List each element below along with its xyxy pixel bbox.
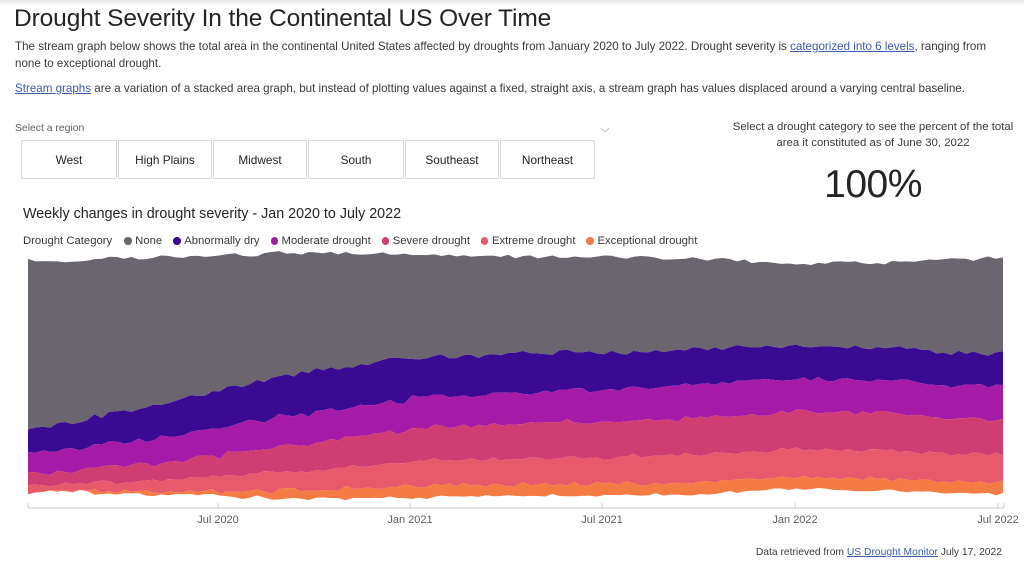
legend-label-none: None xyxy=(135,235,163,247)
stream-band-severe-drought[interactable] xyxy=(28,409,1003,487)
intro-paragraph-1-text-after: , ranging from none to exceptional droug… xyxy=(15,40,986,70)
region-button-west-label: West xyxy=(55,152,83,167)
stream-band-moderate-drought[interactable] xyxy=(28,377,1003,475)
stream-graph[interactable]: Jul 2020 Jan 2021 Jul 2021 Jan 2022 Jul 2022 xyxy=(0,250,1024,525)
categorized-into-6-levels-link[interactable]: categorized into 6 levels xyxy=(790,40,915,53)
region-button-high-plains-label: High Plains xyxy=(135,152,195,167)
legend-swatch-moderate-drought xyxy=(270,237,279,245)
legend-swatch-exceptional-drought xyxy=(586,237,594,245)
legend-swatch-abnormally-dry xyxy=(173,237,181,245)
region-button-southeast[interactable]: Southeast xyxy=(405,140,499,179)
x-axis-tick-label: Jul 2021 xyxy=(581,514,623,525)
region-button-southeast-label: Southeast xyxy=(425,152,479,167)
legend-item-moderate-drought[interactable]: Moderate drought xyxy=(270,235,371,247)
x-axis-tick-label: Jan 2022 xyxy=(772,514,817,525)
legend-item-exceptional-drought[interactable]: Exceptional drought xyxy=(586,235,697,247)
page-title: Drought Severity In the Continental US O… xyxy=(14,5,552,32)
region-button-west[interactable]: West xyxy=(21,140,117,179)
legend-label-abnormally-dry: Abnormally dry xyxy=(184,235,260,247)
legend-item-none[interactable]: None xyxy=(124,235,162,247)
x-axis-tick-label: Jan 2021 xyxy=(387,514,432,525)
region-button-south-label: South xyxy=(340,152,372,167)
intro-paragraph-1: The stream graph below shows the total a… xyxy=(15,39,1011,72)
us-drought-monitor-link[interactable]: US Drought Monitor xyxy=(846,547,938,558)
region-button-south[interactable]: South xyxy=(308,140,404,179)
chart-title: Weekly changes in drought severity - Jan… xyxy=(23,206,402,222)
region-button-northeast-label: Northeast xyxy=(521,152,574,167)
region-button-midwest-label: Midwest xyxy=(238,152,282,167)
chart-legend: Drought Category None Abnormally dry Mod… xyxy=(23,235,708,247)
stream-band-none[interactable] xyxy=(28,251,1003,430)
intro-paragraph-1-text-before: The stream graph below shows the total a… xyxy=(15,40,791,53)
legend-title: Drought Category xyxy=(23,235,113,247)
region-button-midwest[interactable]: Midwest xyxy=(213,140,307,179)
x-axis-tick-label: Jul 2020 xyxy=(197,514,239,525)
legend-swatch-extreme-drought xyxy=(480,237,489,245)
legend-swatch-none xyxy=(124,237,132,245)
legend-label-moderate-drought: Moderate drought xyxy=(281,235,371,247)
region-button-northeast[interactable]: Northeast xyxy=(500,140,595,179)
stream-band-abnormally-dry[interactable] xyxy=(28,344,1003,453)
chevron-down-icon[interactable] xyxy=(599,124,611,136)
stream-graphs-link[interactable]: Stream graphs xyxy=(15,82,92,95)
legend-label-exceptional-drought: Exceptional drought xyxy=(597,235,698,247)
window-top-strip xyxy=(0,0,1024,5)
footer-prefix: Data retrieved from xyxy=(755,547,847,558)
legend-item-extreme-drought[interactable]: Extreme drought xyxy=(480,235,576,247)
stream-band-exceptional-drought[interactable] xyxy=(28,475,1003,501)
footer-suffix: July 17, 2022 xyxy=(937,547,1002,558)
legend-item-abnormally-dry[interactable]: Abnormally dry xyxy=(173,235,260,247)
legend-item-severe-drought[interactable]: Severe drought xyxy=(381,235,470,247)
region-button-high-plains[interactable]: High Plains xyxy=(118,140,212,179)
region-selector: West High Plains Midwest South Southeast… xyxy=(21,140,595,179)
x-axis-tick-label: Jul 2022 xyxy=(977,514,1019,525)
region-selector-label: Select a region xyxy=(15,123,85,134)
legend-label-extreme-drought: Extreme drought xyxy=(491,235,576,247)
data-source-footer: Data retrieved from US Drought Monitor J… xyxy=(756,547,1002,558)
intro-paragraph-2-text-after: are a variation of a stacked area graph,… xyxy=(91,82,965,95)
legend-swatch-severe-drought xyxy=(381,237,390,245)
kpi-caption: Select a drought category to see the per… xyxy=(732,121,1014,149)
stream-band-extreme-drought[interactable] xyxy=(28,447,1003,495)
legend-label-severe-drought: Severe drought xyxy=(392,235,470,247)
kpi-value: 100% xyxy=(824,163,922,206)
intro-paragraph-2: Stream graphs are a variation of a stack… xyxy=(15,81,1011,98)
